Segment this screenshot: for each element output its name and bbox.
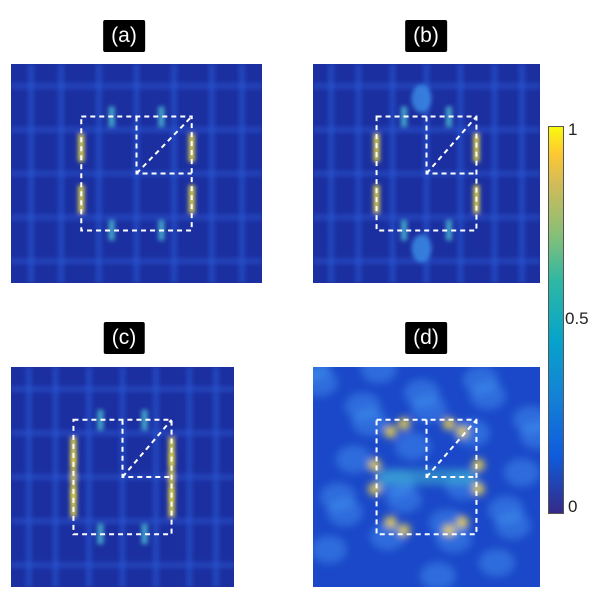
colorbar-tick-mid: 0.5 <box>565 309 589 328</box>
panel-label-c: (c) <box>103 322 145 354</box>
field-map-b <box>313 64 540 283</box>
field-map-a <box>11 64 262 283</box>
panel-label-d: (d) <box>405 322 447 354</box>
panel-label-b: (b) <box>405 20 447 52</box>
colorbar-tick-min: 0 <box>568 497 578 516</box>
panel-label-a: (a) <box>103 20 145 52</box>
colorbar-tick-max: 1 <box>568 120 578 139</box>
field-map-c <box>11 367 234 587</box>
colorbar <box>548 126 564 514</box>
field-map-d <box>313 367 540 587</box>
